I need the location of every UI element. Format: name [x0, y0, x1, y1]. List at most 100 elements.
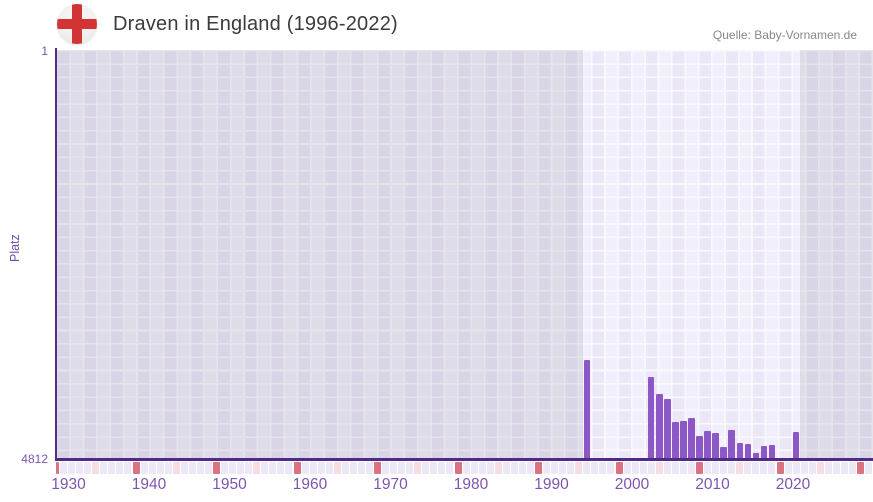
year-marker: [100, 462, 108, 474]
bar-2016[interactable]: [744, 444, 752, 458]
decade-marker: [454, 462, 462, 474]
year-marker: [502, 462, 510, 474]
year-marker: [382, 462, 390, 474]
source-credit: Quelle: Baby-Vornamen.de: [712, 28, 857, 42]
year-marker: [824, 462, 832, 474]
bar-1996[interactable]: [583, 360, 591, 458]
bar-2013[interactable]: [720, 446, 727, 458]
year-marker: [704, 462, 712, 474]
decade-marker: [776, 462, 784, 474]
year-marker: [325, 462, 333, 474]
year-marker: [808, 462, 816, 474]
x-axis-labels: 1930 1940 1950 1960 1970 1980 1990 2000 2010 2020: [51, 476, 873, 496]
year-marker: [430, 462, 438, 474]
year-marker: [180, 462, 188, 474]
year-marker: [865, 462, 873, 474]
year-marker: [784, 462, 792, 474]
year-marker: [752, 462, 760, 474]
year-marker: [301, 462, 309, 474]
year-marker: [647, 462, 655, 474]
year-marker: [406, 462, 414, 474]
year-marker: [446, 462, 454, 474]
x-tick-1930: 1930: [51, 476, 86, 493]
year-marker: [728, 462, 736, 474]
decade-marker: [293, 462, 301, 474]
year-marker: [607, 462, 615, 474]
decade-marker: [857, 462, 864, 474]
decade-marker: [535, 462, 542, 474]
flag-cross-vertical: [72, 4, 82, 44]
half-decade-marker: [414, 462, 422, 474]
bar-2009[interactable]: [688, 418, 695, 458]
bar-2014[interactable]: [728, 430, 735, 458]
year-marker: [84, 462, 92, 474]
year-marker: [591, 462, 599, 474]
year-marker: [671, 462, 679, 474]
year-marker: [526, 462, 534, 474]
bar-2022[interactable]: [792, 431, 800, 458]
bar-2011[interactable]: [704, 431, 711, 458]
year-marker: [800, 462, 808, 474]
half-decade-marker: [655, 462, 663, 474]
year-marker: [478, 462, 486, 474]
year-marker: [269, 462, 277, 474]
decade-marker: [213, 462, 220, 474]
year-marker: [848, 462, 856, 474]
year-marker: [349, 462, 357, 474]
x-tick-1940: 1940: [131, 476, 167, 493]
bar-2005[interactable]: [656, 393, 663, 458]
year-marker: [317, 462, 325, 474]
year-marker: [341, 462, 349, 474]
chart-plot-area[interactable]: [56, 50, 873, 458]
year-marker: [116, 462, 124, 474]
year-marker: [720, 462, 728, 474]
year-marker: [390, 462, 398, 474]
year-marker: [357, 462, 365, 474]
bar-2010[interactable]: [696, 435, 703, 458]
year-marker: [639, 462, 647, 474]
decade-marker: [132, 462, 140, 474]
year-marker: [510, 462, 518, 474]
half-decade-marker: [253, 462, 261, 474]
half-decade-marker: [92, 462, 100, 474]
year-marker: [108, 462, 116, 474]
y-tick-top: 1: [41, 44, 48, 58]
year-marker: [518, 462, 526, 474]
x-axis-line: [54, 458, 873, 461]
half-decade-marker: [736, 462, 744, 474]
england-flag-icon: [57, 4, 97, 44]
x-tick-1960: 1960: [292, 476, 328, 493]
bar-2012[interactable]: [712, 432, 719, 458]
year-marker: [687, 462, 695, 474]
year-marker: [164, 462, 172, 474]
year-marker: [631, 462, 639, 474]
year-marker: [261, 462, 269, 474]
year-marker: [792, 462, 800, 474]
bar-2006[interactable]: [664, 399, 671, 458]
y-axis-title: Platz: [8, 234, 22, 262]
bar-2019[interactable]: [768, 444, 776, 458]
year-marker: [422, 462, 430, 474]
year-marker: [583, 462, 591, 474]
year-marker: [76, 462, 84, 474]
bar-2018[interactable]: [760, 446, 768, 458]
decade-marker: [615, 462, 623, 474]
year-marker: [188, 462, 196, 474]
year-marker: [679, 462, 687, 474]
year-marker: [156, 462, 164, 474]
bar-2017[interactable]: [752, 453, 760, 458]
bar-2015[interactable]: [736, 443, 743, 458]
year-marker: [229, 462, 237, 474]
year-marker: [470, 462, 478, 474]
x-tick-2000: 2000: [614, 476, 650, 493]
bar-2007[interactable]: [672, 422, 679, 458]
half-decade-marker: [172, 462, 180, 474]
x-tick-1980: 1980: [453, 476, 489, 493]
year-marker: [277, 462, 285, 474]
year-marker: [559, 462, 567, 474]
year-marker: [221, 462, 229, 474]
bar-2004[interactable]: [647, 377, 655, 458]
year-marker: [398, 462, 406, 474]
year-marker: [438, 462, 446, 474]
bar-2008[interactable]: [680, 420, 687, 458]
